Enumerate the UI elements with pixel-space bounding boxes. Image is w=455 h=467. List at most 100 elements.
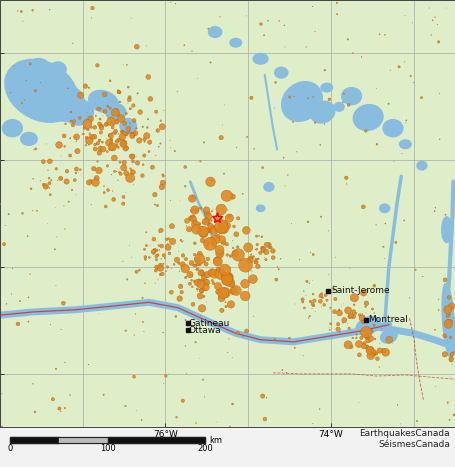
Point xyxy=(221,226,228,233)
Point xyxy=(101,107,109,115)
Point xyxy=(120,200,127,207)
Point xyxy=(104,112,111,120)
Point xyxy=(202,214,210,221)
Point xyxy=(363,328,370,336)
Point xyxy=(218,236,226,243)
Point xyxy=(47,321,54,328)
Point xyxy=(87,115,94,122)
Point xyxy=(346,265,354,272)
Point xyxy=(93,139,101,147)
Point xyxy=(89,106,96,114)
Point xyxy=(318,290,325,297)
Point xyxy=(96,120,103,128)
Point xyxy=(178,238,186,245)
Text: 0: 0 xyxy=(7,444,13,453)
Point xyxy=(149,163,156,171)
Point xyxy=(360,318,367,325)
Point xyxy=(204,255,212,263)
Point xyxy=(350,308,357,315)
Point xyxy=(309,420,317,427)
Point xyxy=(10,62,18,69)
Point xyxy=(221,101,228,109)
Point xyxy=(214,258,222,265)
Point xyxy=(120,140,127,148)
Point xyxy=(150,249,157,257)
Point xyxy=(235,251,242,259)
Bar xyxy=(10,437,59,443)
Point xyxy=(197,269,205,276)
Point xyxy=(363,309,370,316)
Point xyxy=(276,17,283,25)
Point xyxy=(203,206,210,214)
Point xyxy=(152,279,159,287)
Point xyxy=(119,127,126,135)
Point xyxy=(127,14,135,22)
Point xyxy=(5,211,12,218)
Point xyxy=(123,61,131,69)
Point xyxy=(373,221,380,228)
Point xyxy=(167,0,174,6)
Point xyxy=(129,169,136,176)
Point xyxy=(203,238,211,245)
Point xyxy=(100,146,107,153)
Ellipse shape xyxy=(342,88,362,105)
Point xyxy=(106,77,114,85)
Point xyxy=(182,265,189,272)
Point xyxy=(257,249,264,256)
Point xyxy=(307,298,314,305)
Point xyxy=(128,155,136,162)
Point xyxy=(207,178,214,185)
Point xyxy=(134,90,141,97)
Point xyxy=(9,265,16,272)
Point xyxy=(441,351,449,358)
Point xyxy=(152,201,159,208)
Point xyxy=(201,258,208,265)
Point xyxy=(69,40,76,47)
Point xyxy=(334,325,342,333)
Point xyxy=(381,255,389,262)
Point xyxy=(227,301,234,308)
Point xyxy=(102,203,109,210)
Point xyxy=(44,220,51,227)
Point xyxy=(151,246,158,254)
Point xyxy=(389,340,397,347)
Point xyxy=(289,118,297,126)
Point xyxy=(128,170,136,177)
Ellipse shape xyxy=(89,91,118,113)
Point xyxy=(46,6,53,14)
Point xyxy=(57,152,65,160)
Point xyxy=(56,141,63,149)
Point xyxy=(153,238,161,246)
Point xyxy=(88,14,95,21)
Point xyxy=(253,258,260,266)
Point xyxy=(105,186,112,194)
Point xyxy=(226,423,233,431)
Point xyxy=(81,124,88,132)
Point xyxy=(88,124,95,131)
Point xyxy=(90,165,97,172)
Point xyxy=(210,279,217,287)
Point xyxy=(109,124,116,131)
Point xyxy=(152,245,159,253)
Point xyxy=(132,153,140,160)
Point xyxy=(145,148,152,155)
Point xyxy=(96,310,103,318)
Point xyxy=(345,325,353,332)
Point xyxy=(407,72,414,80)
Point xyxy=(282,182,289,190)
Point xyxy=(213,418,221,426)
Point xyxy=(98,124,105,132)
Point xyxy=(243,249,250,256)
Point xyxy=(25,318,32,325)
Point xyxy=(445,320,452,328)
Point xyxy=(199,237,206,244)
Point xyxy=(343,180,350,188)
Ellipse shape xyxy=(282,82,322,121)
Point xyxy=(343,174,350,182)
Point xyxy=(129,131,136,138)
Point xyxy=(223,275,231,283)
Point xyxy=(139,318,147,325)
Point xyxy=(128,129,135,136)
Point xyxy=(229,237,236,244)
Point xyxy=(57,175,64,182)
